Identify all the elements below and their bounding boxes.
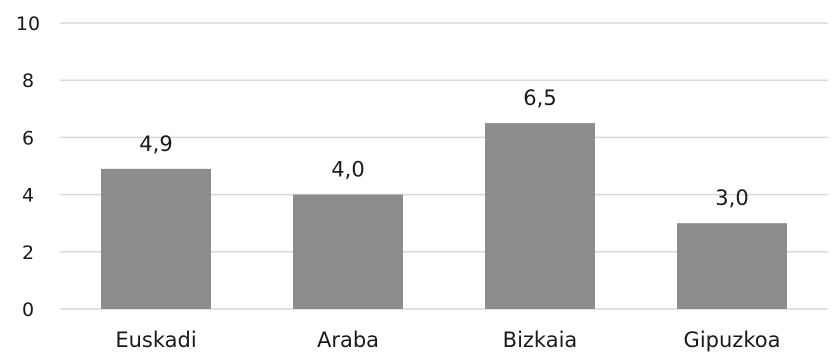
y-tick-label-4: 4 [22, 185, 34, 207]
bar-araba [293, 194, 403, 309]
bar-euskadi [101, 168, 211, 309]
data-label-gipuzkoa: 3,0 [715, 186, 748, 210]
data-label-euskadi: 4,9 [139, 132, 172, 156]
category-label-bizkaia: Bizkaia [503, 328, 578, 352]
category-label-gipuzkoa: Gipuzkoa [684, 328, 781, 352]
y-tick-label-6: 6 [22, 127, 34, 149]
y-tick-label-2: 2 [22, 242, 34, 264]
y-tick-label-0: 0 [22, 299, 34, 321]
y-tick-label-8: 8 [22, 70, 34, 92]
data-label-araba: 4,0 [331, 158, 364, 182]
bar-gipuzkoa [677, 223, 787, 309]
bar-bizkaia [485, 123, 595, 309]
category-label-euskadi: Euskadi [115, 328, 196, 352]
y-tick-label-10: 10 [16, 13, 40, 35]
data-label-bizkaia: 6,5 [523, 86, 556, 110]
category-label-araba: Araba [317, 328, 379, 352]
